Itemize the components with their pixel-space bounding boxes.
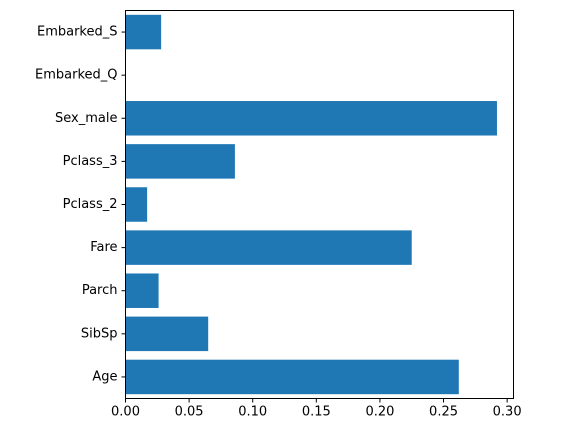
bars-group xyxy=(125,14,497,395)
bar-age xyxy=(125,359,459,395)
y-tick-label: Pclass_2 xyxy=(63,197,118,212)
x-tick-label: 0.10 xyxy=(238,405,267,420)
x-tick-label: 0.20 xyxy=(365,405,394,420)
bar-embarked-s xyxy=(125,14,162,50)
bar-sex-male xyxy=(125,101,497,136)
bar-fare xyxy=(125,230,412,265)
y-tick-label: Embarked_S xyxy=(37,25,118,40)
x-tick-label: 0.15 xyxy=(302,405,331,420)
x-tick-label: 0.25 xyxy=(429,405,458,420)
y-axis-ticks: Age SibSp Parch Fare Pclass_2 Pclass_3 Sex_mal… xyxy=(35,25,126,384)
y-tick-label: Sex_male xyxy=(55,111,117,126)
bar-parch xyxy=(125,273,159,308)
plot-frame xyxy=(125,10,514,399)
bar-sibsp xyxy=(125,316,209,352)
y-tick-label: Fare xyxy=(90,240,117,255)
bar-pclass-2 xyxy=(125,187,148,222)
y-tick-label: Embarked_Q xyxy=(35,68,118,83)
bar-pclass-3 xyxy=(125,144,235,179)
y-tick-label: Age xyxy=(92,369,117,384)
y-tick-label: Pclass_3 xyxy=(63,154,118,169)
x-tick-label: 0.00 xyxy=(111,405,140,420)
x-tick-label: 0.30 xyxy=(493,405,522,420)
x-tick-label: 0.05 xyxy=(175,405,204,420)
x-axis-ticks: 0.00 0.05 0.10 0.15 0.20 0.25 0.30 xyxy=(111,398,522,420)
y-tick-label: Parch xyxy=(82,283,118,298)
y-tick-label: SibSp xyxy=(81,326,118,341)
